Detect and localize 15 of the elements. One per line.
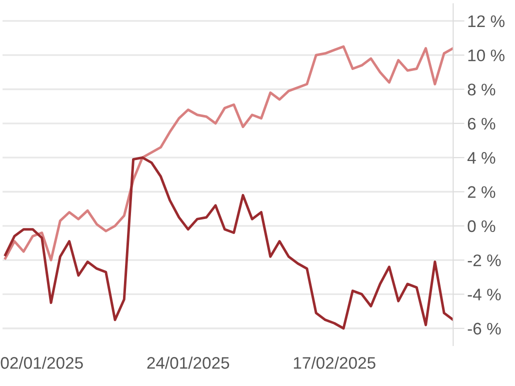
- y-tick-label: 6 %: [468, 118, 496, 130]
- y-tick-label: -6 %: [468, 322, 501, 335]
- line-series: [4, 156, 454, 330]
- x-tick-label: 17/02/2025: [294, 356, 376, 369]
- y-tick-label: 0 %: [468, 220, 496, 232]
- y-tick-label: -2 %: [468, 254, 501, 266]
- y-tick-label: 12 %: [468, 15, 504, 28]
- y-tick-label: -4 %: [468, 288, 501, 300]
- y-tick-label: 10 %: [468, 50, 504, 62]
- y-tick-label: 2 %: [468, 186, 496, 198]
- x-tick-label: 02/01/2025: [0, 356, 83, 369]
- line-series: [4, 45, 454, 262]
- y-tick-label: 4 %: [467, 152, 496, 164]
- x-tick-label: 24/01/2025: [147, 356, 230, 369]
- y-tick-label: 8 %: [468, 84, 496, 96]
